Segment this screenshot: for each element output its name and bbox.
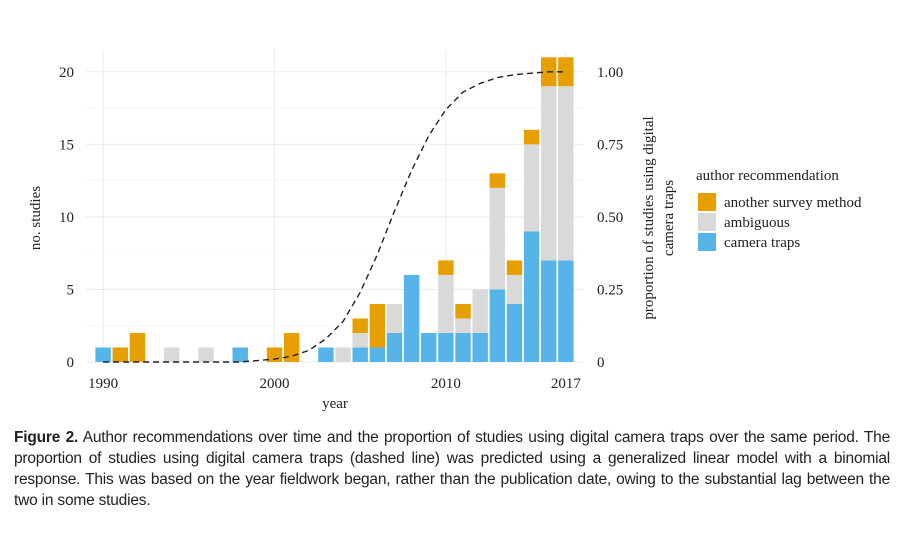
bar-camera-traps-2005 — [352, 347, 368, 362]
bar-another-survey-method-2011 — [455, 303, 471, 319]
trend-line — [103, 71, 566, 363]
y-tick-label: 20 — [59, 65, 74, 81]
bar-another-survey-method-1992 — [129, 332, 146, 362]
y2-axis-title: proportion of studies using digital came… — [641, 116, 677, 319]
x-axis-title: year — [322, 396, 348, 412]
bar-another-survey-method-2006 — [369, 303, 386, 348]
bar-ambiguous-2012 — [472, 289, 488, 333]
y-tick-label: 0 — [67, 355, 75, 371]
legend-swatch — [698, 233, 716, 251]
y2-axis-title-line-2: camera traps — [661, 180, 677, 256]
legend-label: another survey method — [724, 195, 862, 211]
y-tick-label: 15 — [59, 137, 74, 153]
y-tick-label: 5 — [67, 282, 75, 298]
bars — [95, 57, 574, 362]
bar-ambiguous-2005 — [352, 332, 368, 348]
legend-label: ambiguous — [724, 215, 790, 231]
caption-label: Figure 2. — [14, 429, 79, 446]
bar-camera-traps-2010 — [438, 332, 454, 362]
bar-camera-traps-2011 — [455, 332, 471, 362]
bar-camera-traps-2014 — [506, 303, 523, 362]
bar-ambiguous-2007 — [386, 303, 403, 333]
x-axis-ticks: 1990 2000 2010 2017 — [88, 376, 581, 392]
legend-label: camera traps — [724, 235, 800, 251]
bar-another-survey-method-2010 — [438, 260, 454, 275]
y-tick-label: 10 — [59, 210, 74, 226]
y-axis-title: no. studies — [28, 186, 44, 250]
y2-tick-label: 0.75 — [597, 137, 623, 153]
bar-camera-traps-2015 — [523, 231, 540, 362]
x-tick-label: 1990 — [88, 376, 118, 392]
x-tick-label: 2017 — [551, 376, 582, 392]
bar-camera-traps-2003 — [318, 347, 334, 362]
bar-ambiguous-2016 — [541, 86, 557, 261]
bar-ambiguous-2017 — [558, 86, 574, 261]
bar-camera-traps-2009 — [421, 332, 437, 362]
bar-ambiguous-2015 — [523, 144, 540, 232]
bar-ambiguous-2004 — [335, 347, 351, 362]
bar-camera-traps-2016 — [541, 260, 557, 362]
legend-title: author recommendation — [696, 168, 839, 184]
y2-tick-label: 1.00 — [597, 65, 623, 81]
bar-camera-traps-2008 — [403, 274, 420, 362]
bar-ambiguous-2014 — [506, 274, 523, 304]
bar-another-survey-method-2015 — [523, 129, 540, 145]
bar-camera-traps-2006 — [369, 347, 386, 362]
bar-another-survey-method-2017 — [558, 57, 574, 87]
bar-camera-traps-2007 — [386, 332, 403, 362]
y2-axis-ticks: 0 0.25 0.50 0.75 1.00 — [597, 65, 623, 371]
legend: author recommendation another survey met… — [696, 168, 862, 251]
y2-tick-label: 0.25 — [597, 282, 623, 298]
y2-axis-title-line-1: proportion of studies using digital — [641, 116, 657, 319]
chart: 0 5 10 15 20 0 0.25 0.50 0.75 1.00 1990 2000 2010 2… — [28, 50, 862, 412]
legend-swatch — [698, 213, 716, 231]
bar-camera-traps-1998 — [232, 347, 248, 362]
bar-camera-traps-1990 — [95, 347, 111, 362]
bar-another-survey-method-2000 — [266, 347, 283, 362]
bar-ambiguous-2013 — [489, 187, 506, 290]
bar-another-survey-method-2014 — [506, 260, 523, 275]
bar-another-survey-method-2005 — [352, 318, 368, 333]
y-axis-ticks: 0 5 10 15 20 — [59, 65, 74, 371]
legend-swatch — [698, 193, 716, 211]
caption-text: Author recommendations over time and the… — [14, 429, 890, 509]
bar-another-survey-method-2013 — [489, 173, 506, 188]
bar-ambiguous-2010 — [438, 274, 454, 333]
bar-ambiguous-2011 — [455, 318, 471, 333]
x-tick-label: 2000 — [260, 376, 290, 392]
bar-another-survey-method-1991 — [112, 347, 128, 362]
y2-tick-label: 0.50 — [597, 210, 623, 226]
figure-caption: Figure 2. Author recommendations over ti… — [14, 427, 890, 511]
bar-ambiguous-1996 — [198, 347, 214, 362]
bar-camera-traps-2013 — [489, 289, 506, 362]
x-tick-label: 2010 — [431, 376, 461, 392]
bar-ambiguous-1994 — [163, 347, 180, 362]
y2-tick-label: 0 — [597, 355, 605, 371]
bar-camera-traps-2017 — [558, 260, 574, 362]
bar-camera-traps-2012 — [472, 332, 488, 362]
